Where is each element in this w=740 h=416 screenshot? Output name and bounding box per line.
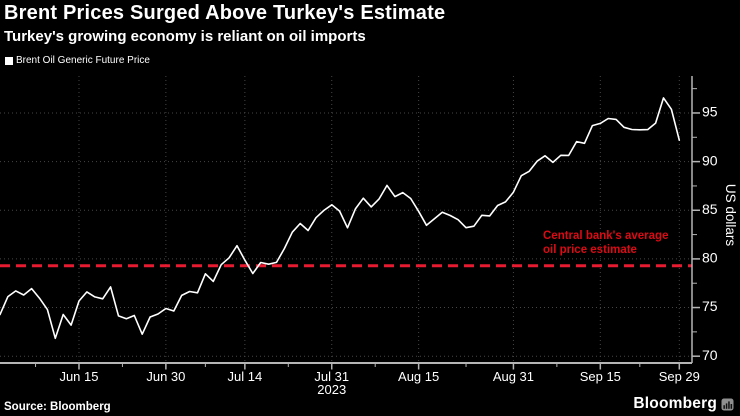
legend: Brent Oil Generic Future Price: [5, 55, 150, 66]
bloomberg-logo-icon: [721, 398, 734, 410]
legend-label: Brent Oil Generic Future Price: [16, 55, 150, 66]
price-chart: Central bank's average oil price estimate…: [0, 76, 738, 396]
source-label: Source: Bloomberg: [4, 401, 111, 413]
x-tick-label: Sep 15: [580, 369, 621, 384]
gridlines: [0, 76, 692, 363]
y-tick-label: 85: [702, 201, 718, 217]
page-subtitle: Turkey's growing economy is reliant on o…: [4, 28, 366, 45]
x-tick-label: Jun 30: [146, 369, 185, 384]
x-tick-label: Jul 31: [314, 369, 349, 384]
svg-text:Central bank's average: Central bank's average: [543, 230, 668, 242]
axes: [0, 76, 693, 364]
y-tick-label: 75: [702, 298, 718, 314]
series-line: [0, 97, 681, 340]
page-title: Brent Prices Surged Above Turkey's Estim…: [4, 2, 446, 24]
x-tick-label: Jul 14: [228, 369, 263, 384]
x-tick-label: Aug 31: [493, 369, 534, 384]
x-tick-label: Jun 15: [59, 369, 98, 384]
year-label: 2023: [317, 382, 346, 396]
x-tick-label: Aug 15: [398, 369, 439, 384]
bloomberg-wordmark: Bloomberg: [633, 395, 717, 412]
x-tick-label: Sep 29: [659, 369, 700, 384]
y-tick-label: 80: [702, 250, 718, 266]
y-tick-label: 90: [702, 152, 718, 168]
estimate-annotation: Central bank's average oil price estimate: [543, 230, 668, 256]
footer: Source: Bloomberg Bloomberg: [0, 395, 740, 416]
y-tick-label: 95: [702, 104, 718, 120]
legend-marker-icon: [5, 56, 13, 65]
bloomberg-brand: Bloomberg: [633, 395, 734, 413]
svg-text:oil price estimate: oil price estimate: [543, 244, 637, 256]
y-axis-title: US dollars: [723, 184, 738, 247]
y-tick-label: 70: [702, 347, 718, 363]
